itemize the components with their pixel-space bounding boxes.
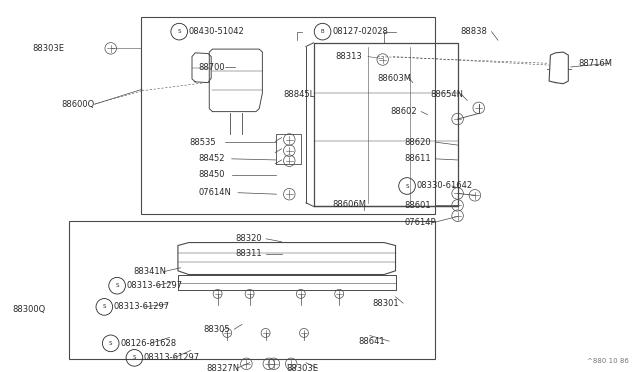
Text: 88700: 88700 [198,63,225,72]
Bar [141,17,435,214]
Bar [69,221,435,359]
Text: 88452: 88452 [198,154,225,163]
Text: 88305: 88305 [204,325,230,334]
Text: B: B [321,29,324,34]
Text: ^880 10 86: ^880 10 86 [587,358,628,364]
Text: 88641: 88641 [358,337,385,346]
Text: 88620: 88620 [404,138,431,147]
Text: S: S [115,283,119,288]
Text: 88303E: 88303E [287,364,319,372]
Text: 88535: 88535 [189,138,216,147]
Text: 88716M: 88716M [578,59,612,68]
Text: 88303E: 88303E [32,44,64,53]
Text: S: S [109,341,113,346]
Text: 88300Q: 88300Q [13,305,46,314]
Text: S: S [405,183,409,189]
Text: 08313-61297: 08313-61297 [144,353,200,362]
Text: 08313-61297: 08313-61297 [127,281,183,290]
Text: S: S [102,304,106,310]
Text: 88838: 88838 [461,27,488,36]
Text: 88327N: 88327N [206,364,239,372]
Text: S: S [177,29,181,34]
Text: 88320: 88320 [236,234,262,243]
Text: 88600Q: 88600Q [61,100,95,109]
Text: 88845L: 88845L [283,90,314,99]
Text: 08313-61297: 08313-61297 [114,302,170,311]
Text: 88611: 88611 [404,154,431,163]
Text: 07614P: 07614P [404,218,436,227]
Text: 07614N: 07614N [198,188,231,197]
Text: 88603M: 88603M [378,74,412,83]
Text: 88602: 88602 [390,107,417,116]
Text: 88606M: 88606M [333,200,367,209]
Text: 08330-61642: 08330-61642 [417,182,473,190]
Text: 88313: 88313 [335,52,362,61]
Text: 88601: 88601 [404,201,431,210]
Text: 08126-81628: 08126-81628 [120,339,177,348]
Text: 08430-51042: 08430-51042 [189,27,244,36]
Text: 88654N: 88654N [430,90,463,99]
Text: 08127-02028: 08127-02028 [332,27,388,36]
Text: 88341N: 88341N [133,267,166,276]
Text: 88450: 88450 [198,170,225,179]
Text: 88301: 88301 [372,299,399,308]
Text: S: S [132,355,136,360]
Text: 88311: 88311 [236,249,262,258]
